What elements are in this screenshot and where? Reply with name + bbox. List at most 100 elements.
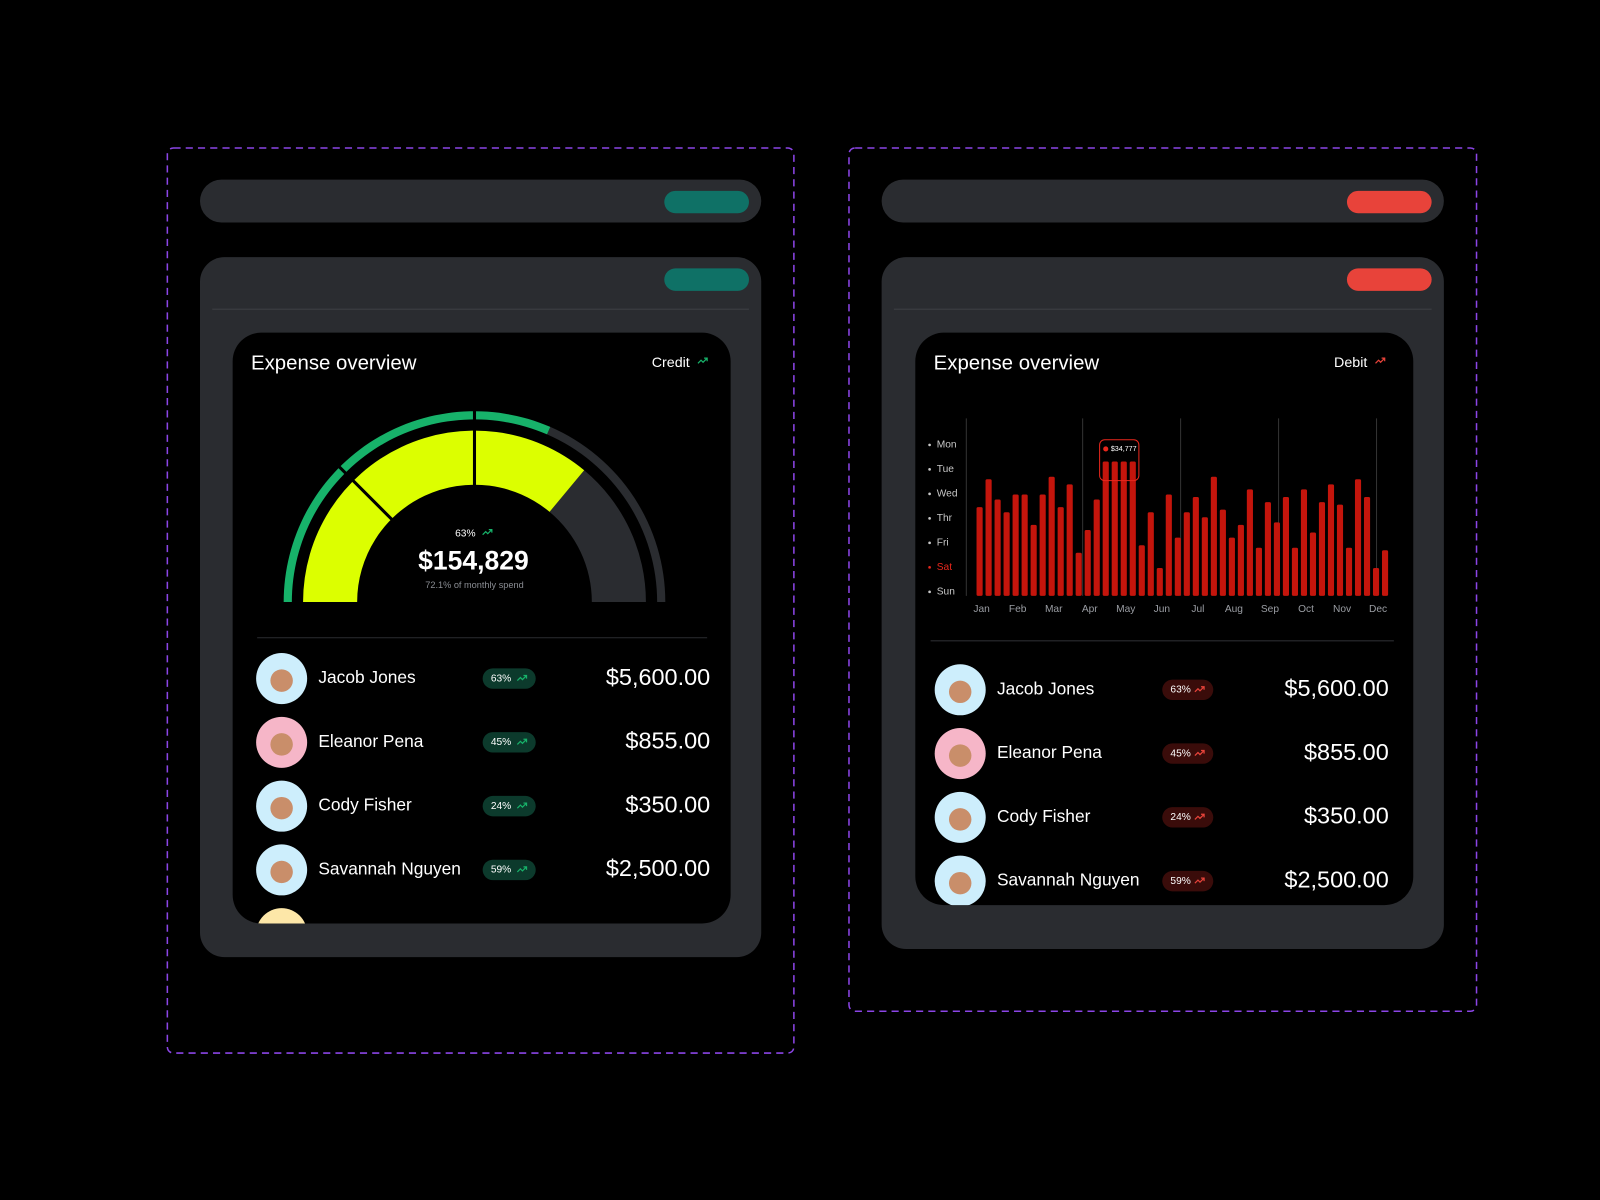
bar bbox=[1381, 550, 1389, 596]
bar bbox=[1246, 489, 1253, 596]
gauge-track bbox=[547, 426, 666, 603]
bar bbox=[1093, 499, 1100, 596]
pill-button[interactable] bbox=[1346, 268, 1432, 291]
bar bbox=[1102, 461, 1109, 596]
pill-button[interactable] bbox=[664, 268, 749, 291]
bar bbox=[1183, 512, 1190, 596]
panel-title: Expense overview bbox=[251, 353, 417, 375]
badge-label: 45% bbox=[1170, 748, 1190, 759]
bar bbox=[1210, 476, 1217, 596]
bar bbox=[1201, 517, 1208, 596]
y-tick-label: Fri bbox=[937, 538, 949, 549]
x-tick-label: Jun bbox=[1154, 604, 1170, 615]
trend-icon bbox=[697, 357, 708, 364]
trend-icon bbox=[1194, 749, 1205, 757]
avatar-face bbox=[948, 808, 972, 831]
person-name: Savannah Nguyen bbox=[318, 858, 461, 878]
x-tick-label: Dec bbox=[1369, 604, 1387, 615]
badge-label: 63% bbox=[1170, 684, 1190, 695]
gauge-amount: $154,829 bbox=[418, 545, 529, 575]
pill-button[interactable] bbox=[664, 190, 749, 214]
bar bbox=[1066, 484, 1073, 596]
trend-icon bbox=[1194, 813, 1205, 820]
x-tick-label: Jul bbox=[1191, 604, 1204, 615]
mode-label[interactable]: Credit bbox=[652, 355, 690, 371]
y-tick-label: Sun bbox=[937, 587, 955, 598]
badge bbox=[482, 795, 536, 817]
trend-icon bbox=[1194, 686, 1205, 693]
amount: $855.00 bbox=[1304, 739, 1389, 765]
x-tick-label: Mar bbox=[1045, 604, 1063, 615]
avatar-face bbox=[270, 860, 293, 884]
bar bbox=[1048, 476, 1055, 596]
gauge-caption: 72.1% of monthly spend bbox=[425, 580, 523, 590]
badge-label: 24% bbox=[1170, 812, 1190, 823]
badge-label: 45% bbox=[491, 737, 511, 748]
bar bbox=[1219, 509, 1226, 596]
bar bbox=[1039, 494, 1046, 596]
badge bbox=[482, 859, 536, 881]
y-tick-label: Tue bbox=[937, 464, 955, 475]
trend-icon bbox=[516, 866, 528, 873]
avatar-face bbox=[270, 669, 293, 692]
gauge-track bbox=[549, 470, 646, 603]
bar bbox=[1192, 496, 1199, 596]
x-tick-label: Aug bbox=[1225, 604, 1243, 615]
badge-label: 59% bbox=[1170, 876, 1190, 887]
bar bbox=[1165, 494, 1172, 596]
frame bbox=[166, 147, 795, 1054]
trend-icon bbox=[516, 674, 528, 682]
badge bbox=[1162, 743, 1214, 764]
bar bbox=[985, 479, 992, 596]
bar bbox=[1372, 568, 1380, 596]
person-name: Cody Fisher bbox=[997, 806, 1091, 826]
bar bbox=[1111, 461, 1118, 596]
person-name: Eleanor Pena bbox=[997, 742, 1102, 762]
bar bbox=[1300, 489, 1308, 596]
badge-label: 24% bbox=[491, 801, 511, 812]
bar bbox=[1327, 484, 1335, 596]
x-tick-label: Jan bbox=[973, 604, 989, 615]
bar bbox=[1057, 507, 1064, 596]
badge bbox=[1162, 679, 1214, 700]
x-tick-label: Oct bbox=[1298, 604, 1314, 615]
trend-icon bbox=[516, 802, 528, 809]
bullet bbox=[928, 541, 931, 545]
bullet bbox=[928, 566, 931, 569]
bar bbox=[1075, 552, 1082, 596]
gauge-divider bbox=[336, 463, 397, 524]
person-name: Cody Fisher bbox=[318, 795, 412, 815]
mode-label[interactable]: Debit bbox=[1334, 355, 1367, 371]
y-tick-label: Wed bbox=[937, 489, 958, 500]
bar bbox=[1318, 502, 1326, 596]
avatar-face bbox=[948, 871, 972, 895]
avatar-face bbox=[270, 733, 293, 756]
bullet bbox=[928, 517, 931, 520]
bullet bbox=[928, 443, 931, 447]
person-name: Jacob Jones bbox=[318, 667, 416, 687]
avatar-face bbox=[948, 680, 972, 704]
panel-title: Expense overview bbox=[934, 353, 1100, 375]
person-name: Savannah Nguyen bbox=[997, 870, 1140, 890]
frame bbox=[848, 147, 1478, 1012]
person-name: Jacob Jones bbox=[997, 678, 1095, 698]
bar bbox=[1120, 461, 1127, 596]
tooltip-frame bbox=[1099, 439, 1140, 482]
bar bbox=[1129, 461, 1136, 596]
amount: $5,600.00 bbox=[1284, 675, 1388, 701]
gauge-outer bbox=[283, 411, 551, 603]
top-bar bbox=[200, 179, 762, 223]
avatar-face bbox=[270, 796, 293, 820]
bar bbox=[1174, 537, 1181, 596]
clip-group: 63% $154,829 72.1% of monthly spend Jacob J… bbox=[256, 408, 710, 924]
bar bbox=[1336, 504, 1344, 596]
pill-button[interactable] bbox=[1346, 190, 1432, 214]
avatar bbox=[256, 908, 308, 924]
bar bbox=[1084, 529, 1091, 596]
avatar-face bbox=[948, 744, 972, 767]
y-tick-label: Sat bbox=[937, 562, 952, 573]
badge-label: 63% bbox=[491, 673, 511, 684]
bar bbox=[1273, 522, 1280, 596]
badge-label: 59% bbox=[491, 865, 511, 876]
badge bbox=[482, 732, 536, 753]
